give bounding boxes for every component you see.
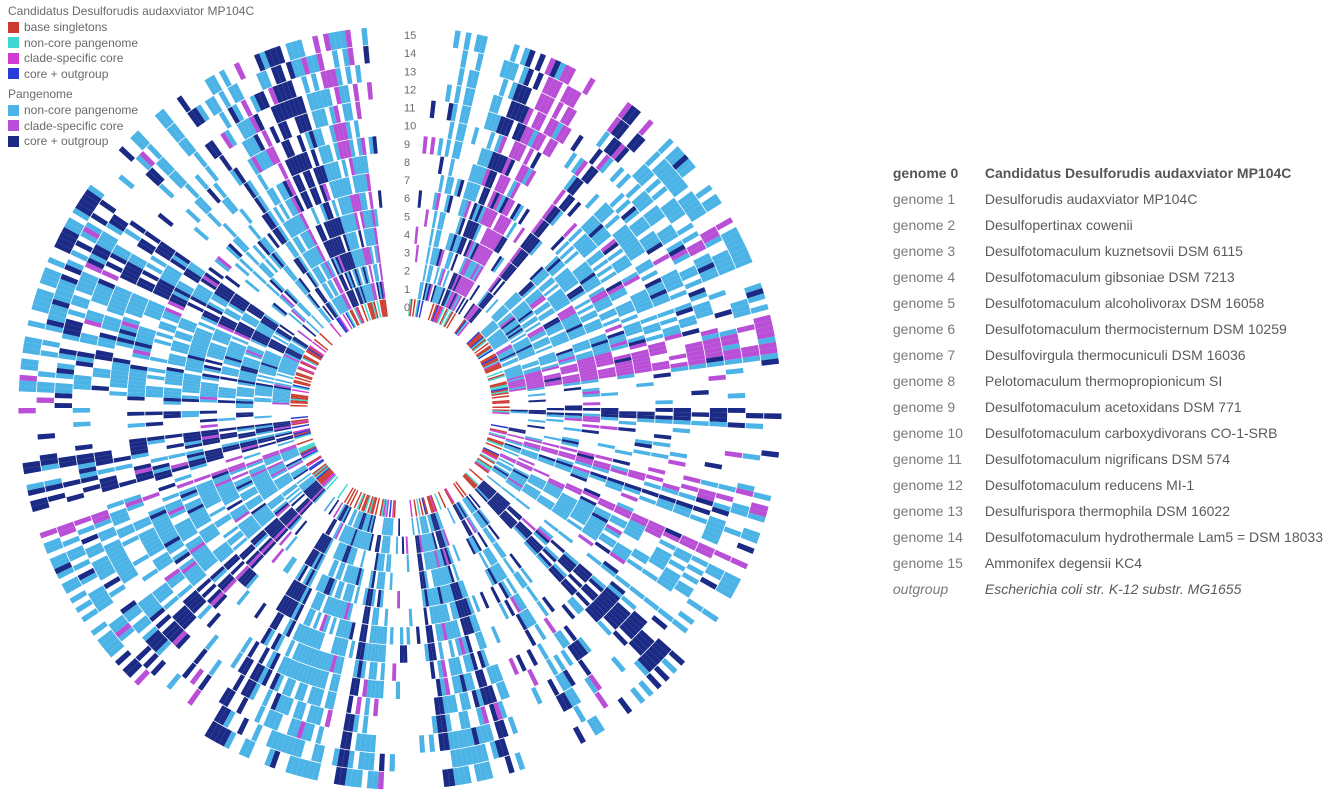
- legend-swatch: [8, 105, 19, 116]
- legend-swatch: [8, 68, 19, 79]
- genome-row: genome 9Desulfotomaculum acetoxidans DSM…: [893, 394, 1323, 420]
- genome-key: genome 13: [893, 503, 985, 519]
- ring-index-label: 6: [404, 193, 410, 205]
- legend-label: non-core pangenome: [24, 103, 138, 117]
- genome-key: genome 8: [893, 373, 985, 389]
- legend-label: non-core pangenome: [24, 36, 138, 50]
- ring-index-label: 11: [404, 103, 415, 115]
- genome-value: Ammonifex degensii KC4: [985, 555, 1142, 571]
- legend-swatch: [8, 37, 19, 48]
- genome-key: genome 12: [893, 477, 985, 493]
- ring-index-label: 3: [404, 248, 410, 260]
- legend-swatch: [8, 22, 19, 33]
- genome-row: genome 12Desulfotomaculum reducens MI-1: [893, 472, 1323, 498]
- ring-index-label: 14: [404, 48, 416, 60]
- ring-index-label: 7: [404, 175, 410, 187]
- genome-row: genome 1Desulforudis audaxviator MP104C: [893, 186, 1323, 212]
- legend-item: non-core pangenome: [8, 103, 254, 117]
- genome-table: genome 0Candidatus Desulforudis audaxvia…: [893, 160, 1323, 602]
- legend-item: non-core pangenome: [8, 36, 254, 50]
- legend-group-title: Pangenome: [8, 87, 254, 101]
- genome-key: genome 2: [893, 217, 985, 233]
- legend-item: clade-specific core: [8, 51, 254, 65]
- genome-value: Candidatus Desulforudis audaxviator MP10…: [985, 165, 1292, 181]
- genome-key: genome 4: [893, 269, 985, 285]
- legend-group-title: Candidatus Desulforudis audaxviator MP10…: [8, 4, 254, 18]
- legend-label: core + outgroup: [24, 134, 108, 148]
- ring-index-label: 0: [404, 302, 410, 314]
- legend-swatch: [8, 136, 19, 147]
- ring-index-label: 5: [404, 211, 410, 223]
- legend-label: clade-specific core: [24, 119, 123, 133]
- genome-value: Escherichia coli str. K-12 substr. MG165…: [985, 581, 1242, 597]
- genome-row: genome 3Desulfotomaculum kuznetsovii DSM…: [893, 238, 1323, 264]
- genome-value: Desulfotomaculum gibsoniae DSM 7213: [985, 269, 1235, 285]
- genome-row: genome 11Desulfotomaculum nigrificans DS…: [893, 446, 1323, 472]
- genome-value: Desulforudis audaxviator MP104C: [985, 191, 1197, 207]
- ring-index-label: 2: [404, 266, 410, 278]
- genome-row: genome 10Desulfotomaculum carboxydivoran…: [893, 420, 1323, 446]
- genome-value: Desulfotomaculum thermocisternum DSM 102…: [985, 321, 1287, 337]
- genome-value: Pelotomaculum thermopropionicum SI: [985, 373, 1222, 389]
- genome-key: genome 7: [893, 347, 985, 363]
- ring-index-label: 10: [404, 121, 416, 133]
- genome-key: genome 9: [893, 399, 985, 415]
- legend-item: core + outgroup: [8, 67, 254, 81]
- genome-key: genome 5: [893, 295, 985, 311]
- genome-row: genome 5Desulfotomaculum alcoholivorax D…: [893, 290, 1323, 316]
- legend-swatch: [8, 53, 19, 64]
- ring-index-label: 13: [404, 66, 416, 78]
- genome-key: genome 11: [893, 451, 985, 467]
- legend-item: core + outgroup: [8, 134, 254, 148]
- genome-row: genome 14Desulfotomaculum hydrothermale …: [893, 524, 1323, 550]
- genome-row: genome 6Desulfotomaculum thermocisternum…: [893, 316, 1323, 342]
- genome-key: genome 3: [893, 243, 985, 259]
- genome-value: Desulfotomaculum kuznetsovii DSM 6115: [985, 243, 1243, 259]
- genome-row: genome 4Desulfotomaculum gibsoniae DSM 7…: [893, 264, 1323, 290]
- genome-row: genome 0Candidatus Desulforudis audaxvia…: [893, 160, 1323, 186]
- legend-item: clade-specific core: [8, 119, 254, 133]
- genome-value: Desulfotomaculum alcoholivorax DSM 16058: [985, 295, 1264, 311]
- genome-value: Desulfotomaculum reducens MI-1: [985, 477, 1194, 493]
- legend: Candidatus Desulforudis audaxviator MP10…: [8, 4, 254, 150]
- legend-label: core + outgroup: [24, 67, 108, 81]
- genome-value: Desulfotomaculum carboxydivorans CO-1-SR…: [985, 425, 1278, 441]
- genome-key: genome 15: [893, 555, 985, 571]
- genome-value: Desulfotomaculum hydrothermale Lam5 = DS…: [985, 529, 1323, 545]
- genome-value: Desulfurispora thermophila DSM 16022: [985, 503, 1230, 519]
- ring-index-label: 1: [404, 284, 410, 296]
- ring-index-label: 8: [404, 157, 410, 169]
- genome-key: genome 6: [893, 321, 985, 337]
- genome-row: genome 7Desulfovirgula thermocuniculi DS…: [893, 342, 1323, 368]
- genome-value: Desulfotomaculum nigrificans DSM 574: [985, 451, 1230, 467]
- ring-index-label: 12: [404, 84, 416, 96]
- genome-key: genome 0: [893, 165, 985, 181]
- genome-key: genome 14: [893, 529, 985, 545]
- ring-index-label: 9: [404, 139, 410, 151]
- genome-value: Desulfovirgula thermocuniculi DSM 16036: [985, 347, 1246, 363]
- genome-row: genome 13Desulfurispora thermophila DSM …: [893, 498, 1323, 524]
- genome-row: genome 15Ammonifex degensii KC4: [893, 550, 1323, 576]
- legend-label: clade-specific core: [24, 51, 123, 65]
- genome-value: Desulfopertinax cowenii: [985, 217, 1133, 233]
- legend-item: base singletons: [8, 20, 254, 34]
- figure-stage: 0123456789101112131415 Candidatus Desulf…: [0, 0, 1343, 801]
- legend-swatch: [8, 120, 19, 131]
- genome-key: genome 1: [893, 191, 985, 207]
- legend-label: base singletons: [24, 20, 107, 34]
- genome-row: genome 8Pelotomaculum thermopropionicum …: [893, 368, 1323, 394]
- genome-value: Desulfotomaculum acetoxidans DSM 771: [985, 399, 1242, 415]
- ring-index-label: 15: [404, 30, 416, 42]
- genome-key: outgroup: [893, 581, 985, 597]
- genome-key: genome 10: [893, 425, 985, 441]
- genome-row: outgroupEscherichia coli str. K-12 subst…: [893, 576, 1323, 602]
- genome-row: genome 2Desulfopertinax cowenii: [893, 212, 1323, 238]
- ring-index-label: 4: [404, 229, 410, 241]
